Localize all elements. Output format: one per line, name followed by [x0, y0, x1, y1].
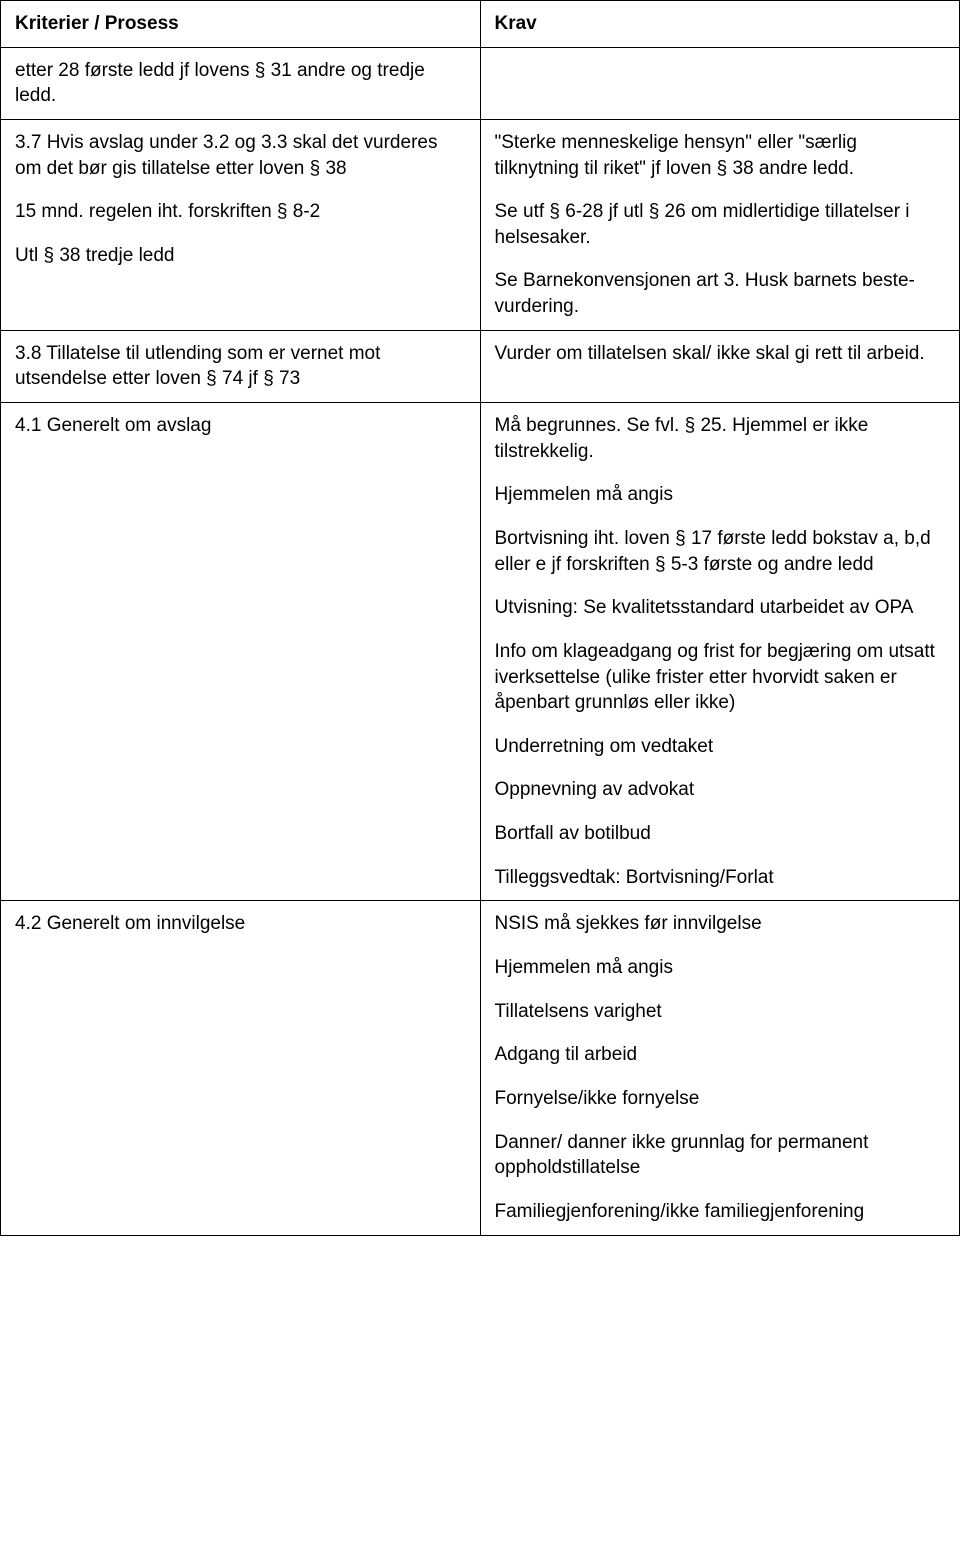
cell-paragraph: Se utf § 6-28 jf utl § 26 om midlertidig… — [495, 199, 946, 250]
cell-paragraph: NSIS må sjekkes før innvilgelse — [495, 911, 946, 937]
cell-right: NSIS må sjekkes før innvilgelse Hjemmelen… — [480, 901, 960, 1235]
cell-paragraph: Info om klageadgang og frist for begjæri… — [495, 639, 946, 716]
cell-paragraph: 4.1 Generelt om avslag — [15, 413, 466, 439]
cell-paragraph: Bortvisning iht. loven § 17 første ledd … — [495, 526, 946, 577]
cell-right: "Sterke menneskelige hensyn" eller "særl… — [480, 119, 960, 330]
table-row: 4.1 Generelt om avslag Må begrunnes. Se f… — [1, 403, 960, 901]
cell-paragraph: Familiegjenforening/ikke familiegjenfore… — [495, 1199, 946, 1225]
cell-right — [480, 47, 960, 119]
cell-left: 4.2 Generelt om innvilgelse — [1, 901, 481, 1235]
cell-paragraph: Danner/ danner ikke grunnlag for permane… — [495, 1130, 946, 1181]
cell-left: 3.8 Tillatelse til utlending som er vern… — [1, 330, 481, 402]
cell-paragraph: Tillatelsens varighet — [495, 999, 946, 1025]
cell-paragraph: Fornyelse/ikke fornyelse — [495, 1086, 946, 1112]
cell-paragraph: Utl § 38 tredje ledd — [15, 243, 466, 269]
table-header-row: Kriterier / Prosess Krav — [1, 1, 960, 48]
cell-paragraph: Oppnevning av advokat — [495, 777, 946, 803]
cell-paragraph: Vurder om tillatelsen skal/ ikke skal gi… — [495, 341, 946, 367]
header-left: Kriterier / Prosess — [1, 1, 481, 48]
cell-right: Må begrunnes. Se fvl. § 25. Hjemmel er i… — [480, 403, 960, 901]
cell-left: 4.1 Generelt om avslag — [1, 403, 481, 901]
cell-paragraph: Tilleggsvedtak: Bortvisning/Forlat — [495, 865, 946, 891]
criteria-table: Kriterier / Prosess Krav etter 28 første… — [0, 0, 960, 1236]
cell-right: Vurder om tillatelsen skal/ ikke skal gi… — [480, 330, 960, 402]
cell-paragraph: 4.2 Generelt om innvilgelse — [15, 911, 466, 937]
cell-paragraph: Må begrunnes. Se fvl. § 25. Hjemmel er i… — [495, 413, 946, 464]
cell-paragraph: Bortfall av botilbud — [495, 821, 946, 847]
cell-paragraph: Hjemmelen må angis — [495, 955, 946, 981]
cell-left: etter 28 første ledd jf lovens § 31 andr… — [1, 47, 481, 119]
cell-left: 3.7 Hvis avslag under 3.2 og 3.3 skal de… — [1, 119, 481, 330]
cell-paragraph: Se Barnekonvensjonen art 3. Husk barnets… — [495, 268, 946, 319]
cell-paragraph: 3.7 Hvis avslag under 3.2 og 3.3 skal de… — [15, 130, 466, 181]
table-row: 4.2 Generelt om innvilgelse NSIS må sjekk… — [1, 901, 960, 1235]
table-row: etter 28 første ledd jf lovens § 31 andr… — [1, 47, 960, 119]
table-row: 3.7 Hvis avslag under 3.2 og 3.3 skal de… — [1, 119, 960, 330]
cell-paragraph: Utvisning: Se kvalitetsstandard utarbeid… — [495, 595, 946, 621]
cell-paragraph: Adgang til arbeid — [495, 1042, 946, 1068]
table-row: 3.8 Tillatelse til utlending som er vern… — [1, 330, 960, 402]
cell-paragraph: etter 28 første ledd jf lovens § 31 andr… — [15, 58, 466, 109]
cell-paragraph: "Sterke menneskelige hensyn" eller "særl… — [495, 130, 946, 181]
header-right: Krav — [480, 1, 960, 48]
cell-paragraph: Hjemmelen må angis — [495, 482, 946, 508]
cell-paragraph: 15 mnd. regelen iht. forskriften § 8-2 — [15, 199, 466, 225]
cell-paragraph: Underretning om vedtaket — [495, 734, 946, 760]
cell-paragraph: 3.8 Tillatelse til utlending som er vern… — [15, 341, 466, 392]
